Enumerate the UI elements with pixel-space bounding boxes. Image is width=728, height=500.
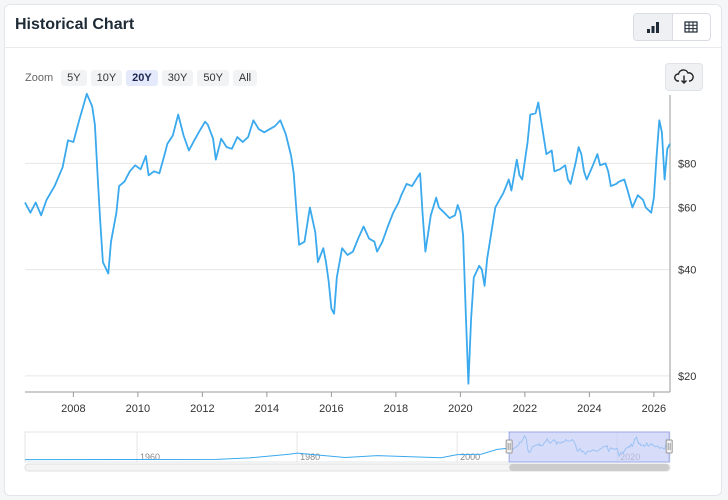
table-icon	[684, 21, 698, 33]
x-tick-label: 2026	[642, 403, 666, 415]
x-tick-label: 2016	[319, 403, 343, 415]
y-tick-label: $40	[678, 265, 696, 277]
table-view-button[interactable]	[671, 14, 711, 40]
navigator-tick-label: 1980	[300, 452, 320, 462]
x-tick-label: 2018	[384, 403, 408, 415]
scrollbar-track	[24, 463, 671, 472]
handle-grip	[505, 439, 513, 454]
y-tick-label: $20	[678, 371, 696, 383]
x-tick-label: 2022	[513, 403, 537, 415]
download-button[interactable]	[665, 63, 703, 91]
zoom-50y-button[interactable]: 50Y	[197, 70, 229, 86]
chart-title: Historical Chart	[15, 16, 135, 33]
x-tick-label: 2014	[255, 403, 279, 415]
x-tick-label: 2024	[577, 403, 601, 415]
x-tick-label: 2008	[61, 403, 85, 415]
zoom-label: Zoom	[25, 72, 54, 84]
zoom-10y-button[interactable]: 10Y	[90, 70, 123, 86]
view-toggle	[633, 13, 711, 41]
x-tick-label: 2012	[190, 403, 214, 415]
bar-chart-icon	[646, 22, 659, 33]
navigator-tick-label: 2000	[460, 452, 480, 462]
zoom-all-button[interactable]: All	[232, 70, 258, 86]
chart-view-button[interactable]	[634, 14, 672, 40]
zoom-controls: Zoom 5Y 10Y 20Y 30Y 50Y All	[25, 69, 258, 87]
navigator-selection[interactable]	[508, 431, 670, 463]
handle-grip	[665, 439, 673, 454]
y-tick-label: $60	[678, 202, 696, 214]
price-series-line	[24, 92, 671, 385]
x-tick-label: 2010	[126, 403, 150, 415]
x-tick-label: 2020	[448, 403, 472, 415]
zoom-20y-button[interactable]: 20Y	[126, 70, 158, 86]
zoom-30y-button[interactable]: 30Y	[161, 70, 194, 86]
navigator-left-handle[interactable]	[505, 439, 513, 454]
historical-chart-card: Historical Chart Zoom 5	[4, 4, 722, 496]
zoom-5y-button[interactable]: 5Y	[61, 70, 87, 86]
cloud-download-icon	[674, 69, 694, 84]
card-header: Historical Chart	[5, 5, 721, 48]
navigator-tick-label: 1960	[140, 452, 160, 462]
scrollbar-thumb[interactable]	[509, 464, 670, 471]
y-tick-label: $80	[678, 158, 696, 170]
navigator-right-handle[interactable]	[665, 439, 673, 454]
